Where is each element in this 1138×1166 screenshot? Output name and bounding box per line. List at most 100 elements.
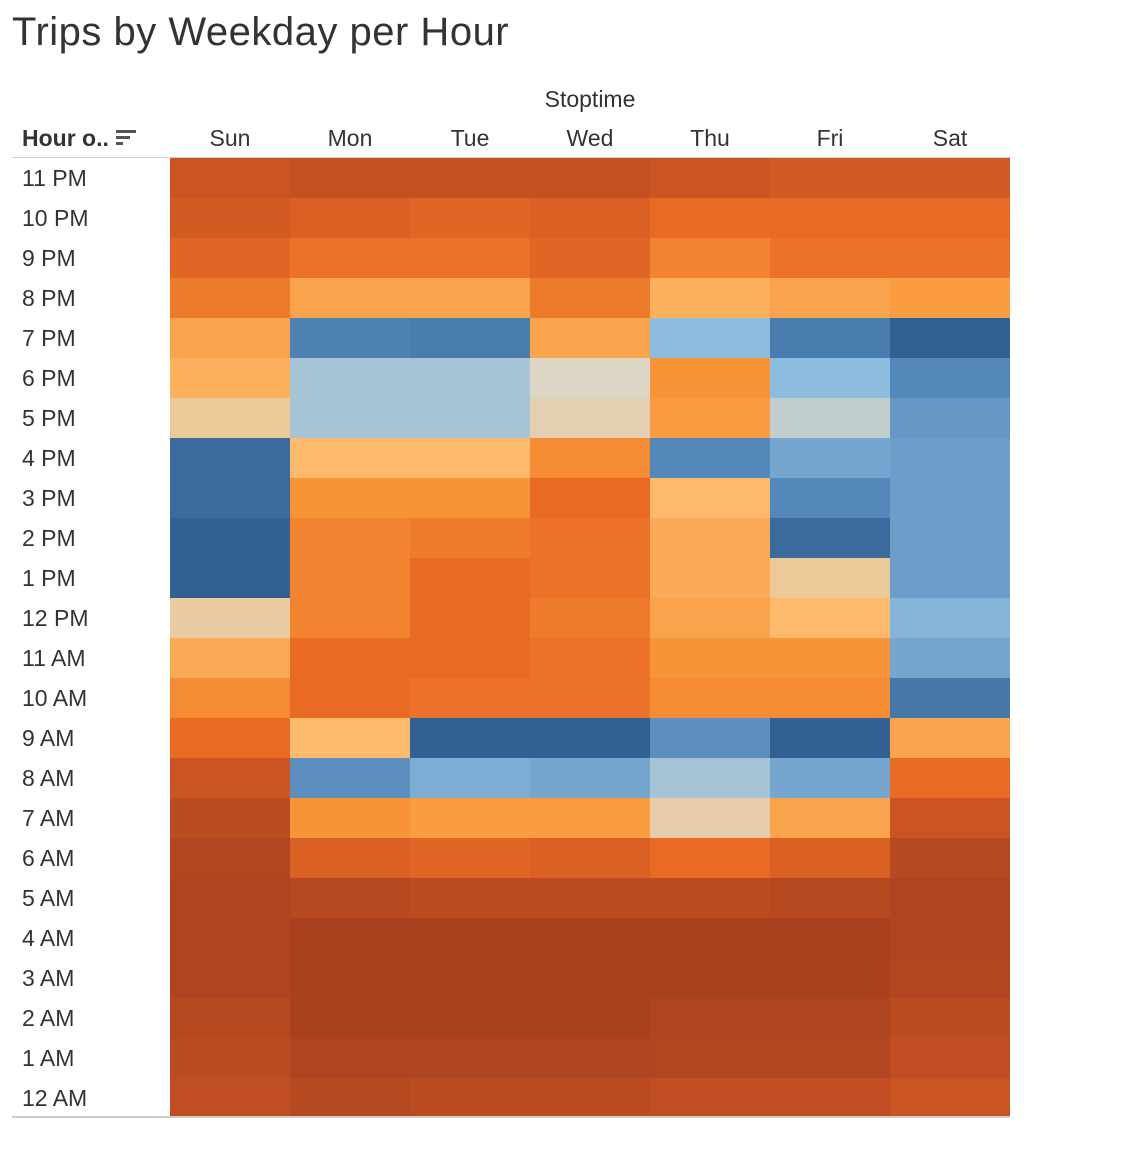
heatmap-cell[interactable] [290,918,410,958]
heatmap-cell[interactable] [650,438,770,478]
heatmap-cell[interactable] [770,998,890,1038]
heatmap-cell[interactable] [890,518,1010,558]
heatmap-cell[interactable] [650,958,770,998]
heatmap-cell[interactable] [290,678,410,718]
heatmap-cell[interactable] [890,798,1010,838]
heatmap-cell[interactable] [410,878,530,918]
heatmap-cell[interactable] [410,438,530,478]
heatmap-cell[interactable] [770,198,890,238]
heatmap-cell[interactable] [530,718,650,758]
heatmap-cell[interactable] [530,1038,650,1078]
heatmap-cell[interactable] [170,358,290,398]
heatmap-cell[interactable] [530,398,650,438]
heatmap-cell[interactable] [650,598,770,638]
row-label[interactable]: 6 AM [22,845,75,871]
heatmap-cell[interactable] [530,558,650,598]
heatmap-cell[interactable] [890,598,1010,638]
heatmap-cell[interactable] [890,718,1010,758]
heatmap-cell[interactable] [770,958,890,998]
column-header[interactable]: Sun [209,125,251,151]
heatmap-cell[interactable] [890,318,1010,358]
heatmap-cell[interactable] [650,278,770,318]
heatmap-cell[interactable] [890,998,1010,1038]
heatmap-cell[interactable] [770,678,890,718]
heatmap-cell[interactable] [770,838,890,878]
heatmap-cell[interactable] [650,198,770,238]
heatmap-cell[interactable] [290,358,410,398]
row-label[interactable]: 2 PM [22,525,76,551]
heatmap-cell[interactable] [650,158,770,198]
heatmap-cell[interactable] [650,398,770,438]
heatmap-cell[interactable] [410,598,530,638]
heatmap-cell[interactable] [170,158,290,198]
heatmap-cell[interactable] [290,638,410,678]
sort-icon[interactable] [116,128,138,148]
heatmap-cell[interactable] [290,318,410,358]
row-label[interactable]: 7 PM [22,325,76,351]
heatmap-cell[interactable] [890,398,1010,438]
heatmap-cell[interactable] [290,238,410,278]
heatmap-cell[interactable] [770,718,890,758]
row-label[interactable]: 5 AM [22,885,75,911]
row-label[interactable]: 9 AM [22,725,75,751]
heatmap-cell[interactable] [170,318,290,358]
heatmap-cell[interactable] [410,918,530,958]
row-label[interactable]: 10 AM [22,685,88,711]
heatmap-cell[interactable] [650,678,770,718]
heatmap-cell[interactable] [290,718,410,758]
heatmap-cell[interactable] [650,718,770,758]
heatmap-cell[interactable] [410,398,530,438]
heatmap-cell[interactable] [890,478,1010,518]
heatmap-cell[interactable] [530,358,650,398]
heatmap-cell[interactable] [650,558,770,598]
heatmap-cell[interactable] [650,638,770,678]
heatmap-cell[interactable] [770,478,890,518]
heatmap-cell[interactable] [170,638,290,678]
heatmap-cell[interactable] [410,1078,530,1118]
heatmap-cell[interactable] [770,238,890,278]
heatmap-cell[interactable] [770,358,890,398]
heatmap-cell[interactable] [890,758,1010,798]
heatmap-cell[interactable] [170,678,290,718]
heatmap-cell[interactable] [890,238,1010,278]
row-label[interactable]: 11 AM [22,645,86,671]
heatmap-cell[interactable] [530,958,650,998]
heatmap-cell[interactable] [170,838,290,878]
row-label[interactable]: 8 AM [22,765,75,791]
heatmap-cell[interactable] [770,918,890,958]
heatmap-cell[interactable] [530,838,650,878]
row-label[interactable]: 12 PM [22,605,89,631]
heatmap-cell[interactable] [770,318,890,358]
heatmap-cell[interactable] [170,478,290,518]
heatmap-cell[interactable] [410,478,530,518]
heatmap-cell[interactable] [650,358,770,398]
heatmap-cell[interactable] [170,518,290,558]
heatmap-cell[interactable] [290,478,410,518]
heatmap-cell[interactable] [170,278,290,318]
column-header[interactable]: Fri [816,125,844,151]
heatmap-cell[interactable] [890,158,1010,198]
heatmap-cell[interactable] [290,1038,410,1078]
heatmap-cell[interactable] [890,558,1010,598]
heatmap-cell[interactable] [410,638,530,678]
heatmap-cell[interactable] [410,358,530,398]
heatmap-cell[interactable] [290,798,410,838]
heatmap-cell[interactable] [170,878,290,918]
heatmap-cell[interactable] [770,758,890,798]
row-label[interactable]: 3 PM [22,485,76,511]
heatmap-cell[interactable] [170,198,290,238]
heatmap-cell[interactable] [290,878,410,918]
heatmap-cell[interactable] [650,838,770,878]
heatmap-cell[interactable] [650,1078,770,1118]
heatmap-cell[interactable] [890,278,1010,318]
heatmap-cell[interactable] [170,918,290,958]
heatmap-cell[interactable] [290,1078,410,1118]
row-label[interactable]: 4 AM [22,925,75,951]
column-header[interactable]: Mon [327,125,373,151]
heatmap-cell[interactable] [170,238,290,278]
heatmap-cell[interactable] [410,278,530,318]
row-header-label[interactable]: Hour o.. [22,125,109,151]
heatmap-cell[interactable] [410,518,530,558]
heatmap-cell[interactable] [530,918,650,958]
row-label[interactable]: 3 AM [22,965,75,991]
